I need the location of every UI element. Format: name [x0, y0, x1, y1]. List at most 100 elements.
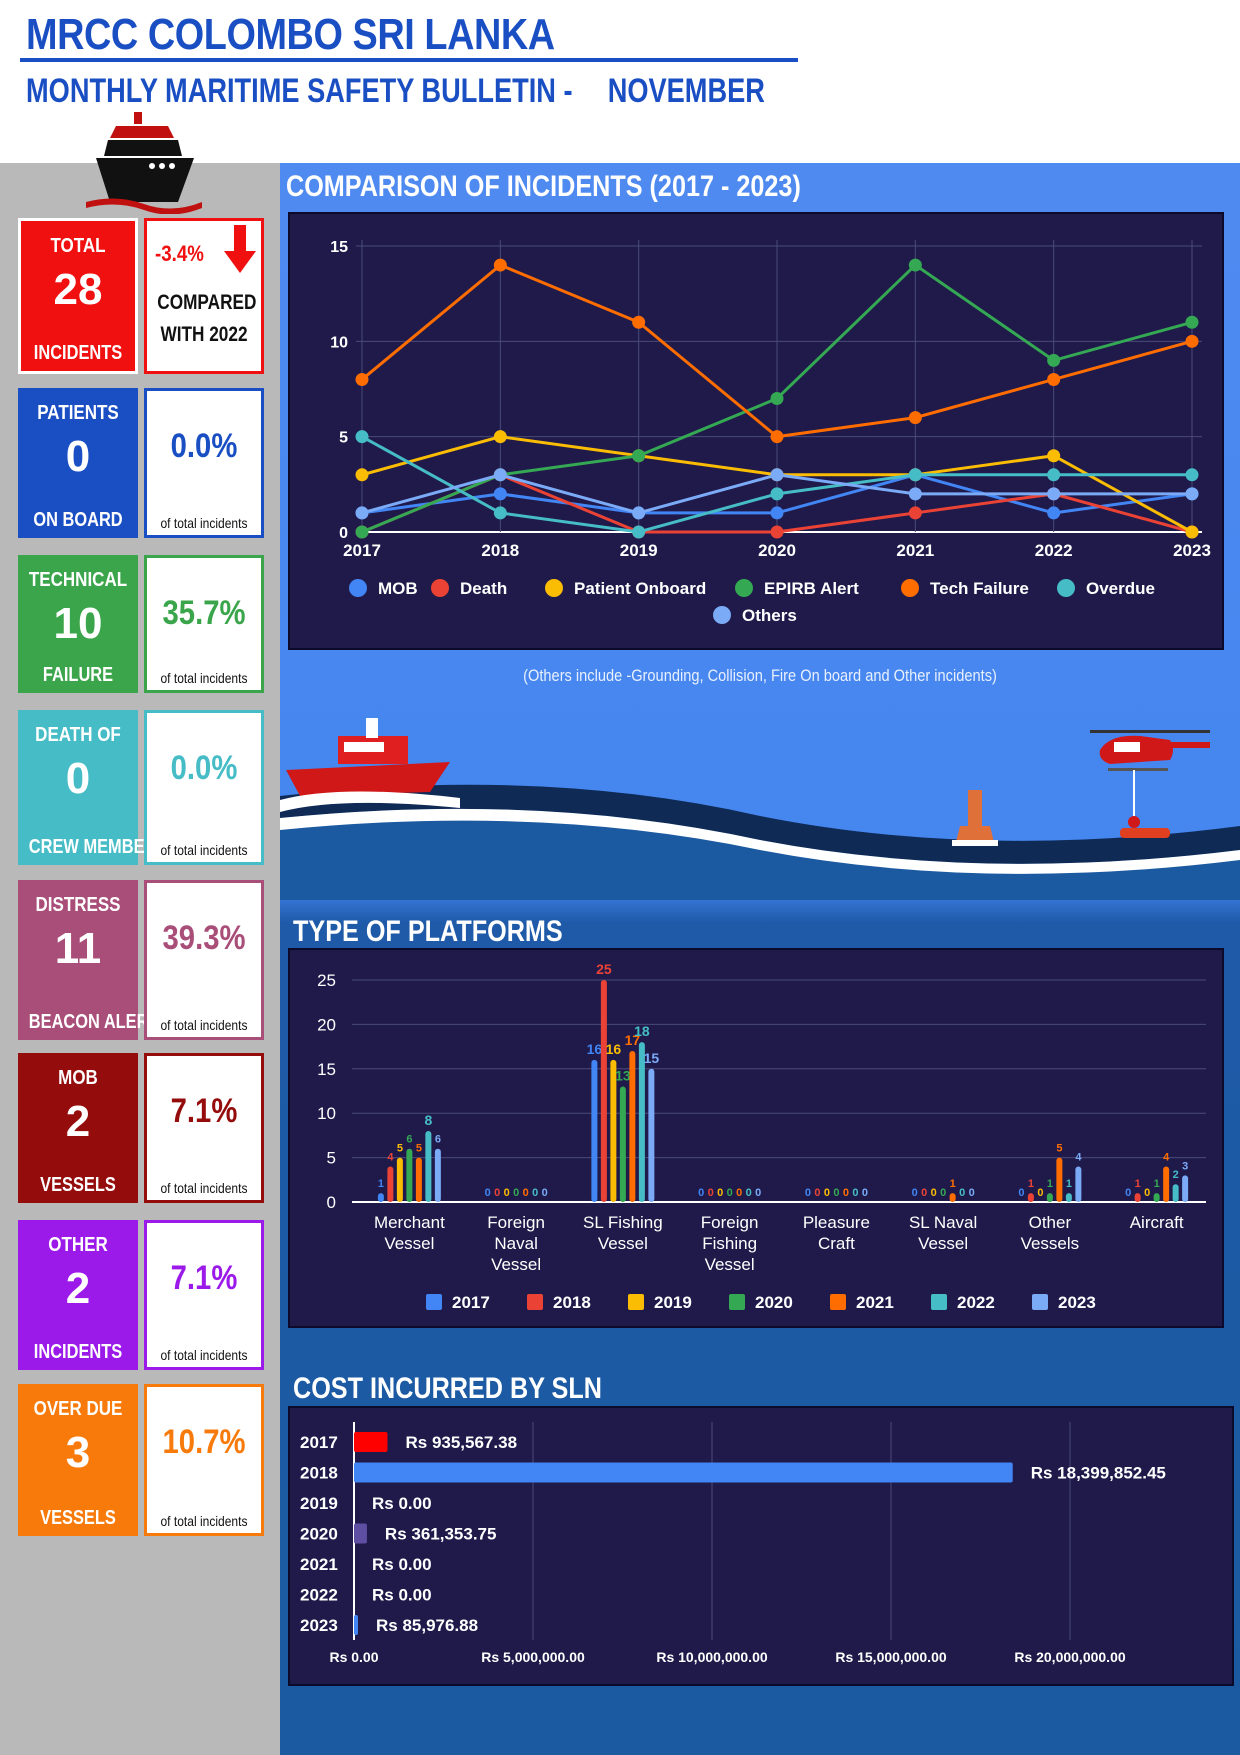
bar-value-label: 0 [1144, 1187, 1150, 1199]
y-tick-label: 2019 [300, 1494, 338, 1513]
data-point [493, 506, 507, 520]
stat-percent-box: 7.1% of total incidents [144, 1220, 264, 1370]
bar-value-label: Rs 85,976.88 [376, 1616, 478, 1635]
legend-marker [431, 579, 449, 597]
stat-card: DISTRESS 11 BEACON ALERT 39.3% of total inci… [18, 880, 264, 1040]
stat-label-top: TOTAL [50, 235, 106, 257]
bar-value-label: 0 [494, 1187, 500, 1199]
legend-label: Tech Failure [930, 579, 1029, 598]
x-tick-label: SL Fishing Vessel [583, 1213, 663, 1253]
legend-label: Others [742, 606, 797, 625]
stat-percent-box: 0.0% of total incidents [144, 388, 264, 538]
stat-percent-box: 10.7% of total incidents [144, 1384, 264, 1536]
y-tick-label: 15 [330, 239, 348, 256]
bar-value-label: 0 [814, 1187, 820, 1199]
bar [1027, 1193, 1034, 1202]
subtitle-text: MONTHLY MARITIME SAFETY BULLETIN - [26, 72, 573, 110]
bar-value-label: 0 [969, 1187, 975, 1199]
buoy-icon [952, 790, 998, 846]
x-tick-label: Merchant Vessel [374, 1213, 445, 1253]
y-tick-label: 2022 [300, 1586, 338, 1605]
stat-note: of total incidents [160, 1347, 248, 1363]
x-tick-label: Foreign Fishing Vessel [701, 1213, 759, 1274]
stat-count-box: PATIENTS 0 ON BOARD [18, 388, 138, 538]
bar-value-label: 1 [1028, 1178, 1034, 1190]
compare-label-line1: COMPARED [157, 291, 257, 314]
bar-value-label: 0 [727, 1187, 733, 1199]
x-tick-label: SL Naval Vessel [909, 1213, 977, 1253]
rescue-scene-illustration [280, 718, 1240, 900]
legend-label: 2021 [856, 1293, 894, 1312]
stat-value: 10 [53, 599, 103, 648]
ship-icon [86, 112, 202, 214]
legend-marker [545, 579, 563, 597]
platforms-bar-chart: 0 5 10 15 20 25 1 4 5 6 5 8 6 Merchant Vessel 0 0 0 0 0 0 0 Fo… [288, 948, 1224, 1328]
legend-label: EPIRB Alert [764, 579, 859, 598]
data-point [493, 430, 507, 444]
data-point [908, 468, 922, 482]
stat-label-bottom: VESSELS [40, 1174, 116, 1196]
cost-chart-svg: Rs 0.00 Rs 5,000,000.00 Rs 10,000,000.00 Rs… [300, 1422, 1166, 1665]
stat-label-top: TECHNICAL [28, 569, 128, 591]
bar-value-label: Rs 0.00 [372, 1586, 432, 1605]
data-point [1185, 468, 1199, 482]
bar-value-label: 0 [513, 1187, 519, 1199]
x-tick-label: 2023 [1173, 541, 1211, 560]
data-point [355, 525, 369, 539]
stat-label-bottom: INCIDENTS [33, 342, 123, 364]
bar-value-label: 4 [1075, 1151, 1082, 1163]
lifeboat-icon [1120, 828, 1170, 838]
legend-marker [1032, 1294, 1048, 1310]
data-point [1185, 315, 1199, 329]
bar-value-label: Rs 361,353.75 [385, 1525, 497, 1544]
data-point [770, 525, 784, 539]
y-tick-label: 2018 [300, 1464, 338, 1483]
data-point [355, 372, 369, 386]
page-subtitle: MONTHLY MARITIME SAFETY BULLETIN - NOVEMB… [26, 72, 765, 111]
bar-value-label: 3 [1182, 1160, 1188, 1172]
x-tick-label: Rs 10,000,000.00 [656, 1649, 768, 1665]
stat-count-box: OVER DUE 3 VESSELS [18, 1384, 138, 1536]
y-tick-label: 2023 [300, 1616, 338, 1635]
page-title: MRCC COLOMBO SRI LANKA [26, 10, 555, 59]
legend-marker [1057, 579, 1075, 597]
stat-count-box: TECHNICAL 10 FAILURE [18, 555, 138, 693]
bar [425, 1130, 432, 1202]
stat-note: of total incidents [160, 670, 248, 686]
x-tick-label: 2019 [620, 541, 658, 560]
bar-value-label: 0 [708, 1187, 714, 1199]
y-tick-label: 20 [317, 1015, 336, 1034]
legend-label: Death [460, 579, 507, 598]
y-tick-label: 5 [339, 430, 348, 447]
helicopter-icon [1090, 730, 1210, 828]
bar-value-label: 17 [625, 1032, 641, 1048]
x-tick-label: Rs 0.00 [329, 1649, 378, 1665]
y-tick-label: 2021 [300, 1555, 338, 1574]
cost-bar-chart: Rs 0.00 Rs 5,000,000.00 Rs 10,000,000.00 Rs… [288, 1406, 1234, 1686]
rescue-boat-icon [280, 718, 460, 812]
bar-value-label: 0 [833, 1187, 839, 1199]
legend-label: MOB [378, 579, 418, 598]
bar-value-label: 13 [615, 1068, 631, 1084]
bar [1182, 1175, 1189, 1202]
x-tick-label: Aircraft [1130, 1213, 1184, 1232]
stat-label-top: PATIENTS [37, 402, 119, 424]
stat-count-box: OTHER 2 INCIDENTS [18, 1220, 138, 1370]
bar-value-label: 0 [805, 1187, 811, 1199]
bar [619, 1086, 626, 1202]
legend-label: 2020 [755, 1293, 793, 1312]
bar [1172, 1184, 1179, 1202]
bar-value-label: 1 [1135, 1178, 1141, 1190]
bar-value-label: 0 [746, 1187, 752, 1199]
stat-label-bottom: CREW MEMBER [28, 836, 157, 858]
y-tick-label: 0 [327, 1193, 336, 1212]
stat-card: TOTAL 28 INCIDENTS -3.4% COMPARED WITH 2022 [18, 218, 264, 374]
data-point [355, 506, 369, 520]
bar [354, 1615, 358, 1635]
stat-percent-box: -3.4% COMPARED WITH 2022 [144, 218, 264, 374]
legend-marker [729, 1294, 745, 1310]
data-point [1185, 487, 1199, 501]
stat-note: of total incidents [160, 515, 248, 531]
legend-marker [628, 1294, 644, 1310]
bar [949, 1193, 956, 1202]
